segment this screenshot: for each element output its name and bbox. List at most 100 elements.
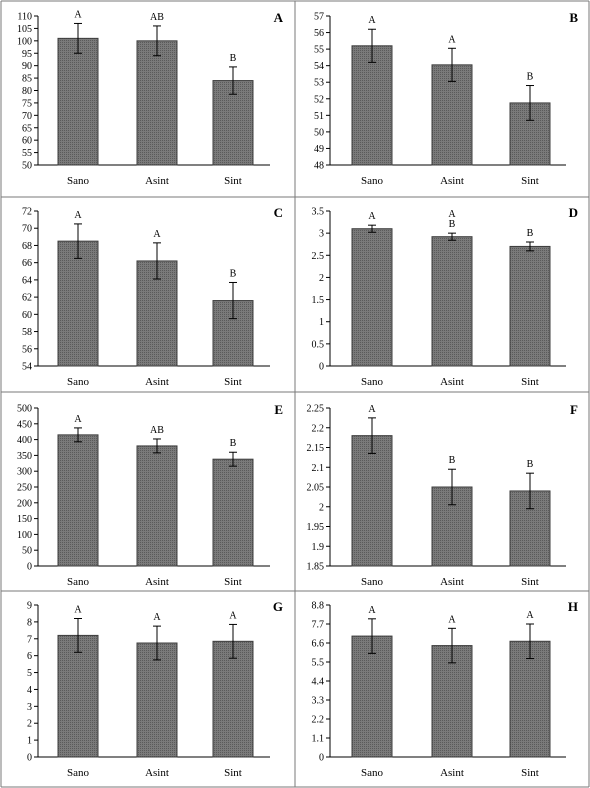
bar	[351, 228, 393, 367]
significance-letter: B	[230, 438, 237, 449]
y-tick-label: 48	[314, 161, 324, 172]
significance-letter: A	[448, 34, 456, 45]
y-tick-label: 1	[319, 317, 324, 328]
bar	[431, 645, 473, 758]
y-tick-label: 4	[27, 685, 32, 696]
panels-group: 50556065707580859095100105110SanoAAsintA…	[17, 9, 578, 779]
y-tick-label: 6	[27, 651, 32, 662]
y-tick-label: 8	[27, 617, 32, 628]
y-tick-label: 66	[22, 258, 32, 269]
y-tick-label: 53	[314, 78, 324, 89]
panel-letter: C	[274, 205, 283, 220]
significance-letter: A	[153, 612, 161, 623]
y-tick-label: 5.5	[312, 658, 325, 669]
y-tick-label: 58	[22, 327, 32, 338]
category-label: Asint	[145, 576, 169, 588]
y-tick-label: 250	[17, 483, 32, 494]
y-tick-label: 64	[22, 275, 32, 286]
y-tick-label: 50	[314, 127, 324, 138]
y-tick-label: 85	[22, 74, 32, 85]
y-tick-label: 1	[27, 736, 32, 747]
category-label: Sano	[67, 175, 90, 187]
y-tick-label: 90	[22, 61, 32, 72]
y-tick-label: 2.2	[312, 715, 325, 726]
y-tick-label: 2.05	[307, 483, 325, 494]
y-tick-label: 75	[22, 98, 32, 109]
y-tick-label: 2	[319, 502, 324, 513]
y-tick-label: 1.95	[307, 522, 325, 533]
y-tick-label: 50	[22, 546, 32, 557]
y-tick-label: 2.1	[312, 463, 325, 474]
category-label: Sano	[67, 767, 90, 779]
y-tick-label: 62	[22, 293, 32, 304]
y-tick-label: 1.9	[312, 542, 325, 553]
category-label: Sano	[361, 576, 384, 588]
significance-letter: A	[448, 614, 456, 625]
significance-letter: AB	[150, 12, 164, 23]
y-tick-label: 70	[22, 224, 32, 235]
y-tick-label: 5	[27, 668, 32, 679]
y-tick-label: 7.7	[312, 620, 325, 631]
category-label: Sint	[521, 576, 539, 588]
y-tick-label: 95	[22, 49, 32, 60]
y-tick-label: 1.1	[312, 734, 325, 745]
significance-letter: B	[230, 268, 237, 279]
y-tick-label: 70	[22, 111, 32, 122]
y-tick-label: 56	[314, 28, 324, 39]
panel-letter: D	[569, 205, 578, 220]
y-tick-label: 2	[27, 719, 32, 730]
y-tick-label: 100	[17, 530, 32, 541]
category-label: Sano	[67, 576, 90, 588]
bar	[57, 434, 99, 567]
y-tick-label: 105	[17, 24, 32, 35]
significance-letter: A	[368, 605, 376, 616]
y-tick-label: 3.5	[312, 207, 325, 218]
significance-letter: B	[527, 459, 534, 470]
significance-letter: A	[368, 211, 376, 222]
category-label: Sano	[361, 175, 384, 187]
y-tick-label: 0	[27, 753, 32, 764]
y-tick-label: 72	[22, 207, 32, 218]
category-label: Sano	[67, 376, 90, 388]
chart-panel-g: 0 1 2 3 4 5 6 7 8 9 Sano A Asint A Sint A G	[27, 599, 283, 779]
y-tick-label: 3	[319, 229, 324, 240]
y-tick-label: 300	[17, 467, 32, 478]
y-tick-label: 2.2	[312, 423, 325, 434]
y-tick-label: 450	[17, 419, 32, 430]
panel-letter: H	[568, 599, 578, 614]
y-tick-label: 0.5	[312, 339, 325, 350]
category-label: Asint	[440, 175, 464, 187]
significance-letter: A	[74, 210, 82, 221]
y-tick-label: 500	[17, 404, 32, 415]
y-tick-label: 57	[314, 12, 324, 23]
y-tick-label: 60	[22, 136, 32, 147]
chart-panel-h: 0 1.1 2.2 3.3 4.4 5.5 6.6 7.7 8.8 Sano A Asint A Sint…	[312, 599, 579, 779]
significance-letter: AB	[150, 425, 164, 436]
bar	[509, 245, 551, 367]
significance-letter: B	[449, 455, 456, 466]
y-tick-label: 3	[27, 702, 32, 713]
y-tick-label: 100	[17, 36, 32, 47]
category-label: Sano	[361, 767, 384, 779]
category-label: Sint	[224, 767, 242, 779]
y-tick-label: 0	[27, 562, 32, 573]
bar	[212, 640, 254, 758]
category-label: Asint	[145, 175, 169, 187]
y-tick-label: 350	[17, 451, 32, 462]
significance-letter: A	[74, 414, 82, 425]
y-tick-label: 7	[27, 634, 32, 645]
bar	[351, 435, 393, 567]
bar	[57, 37, 99, 166]
panel-letter: F	[570, 402, 578, 417]
panel-letter: E	[274, 402, 283, 417]
category-label: Asint	[145, 376, 169, 388]
bar	[212, 458, 254, 567]
y-tick-label: 60	[22, 310, 32, 321]
category-label: Sint	[224, 175, 242, 187]
bar	[509, 490, 551, 567]
significance-letter: B	[527, 228, 534, 239]
panel-letter: B	[569, 10, 578, 25]
chart-panel-b: 48 49 50 51 52 53 54 55 56 57 Sano A Asint A Sint B B	[314, 10, 578, 187]
significance-letter: B	[230, 53, 237, 64]
